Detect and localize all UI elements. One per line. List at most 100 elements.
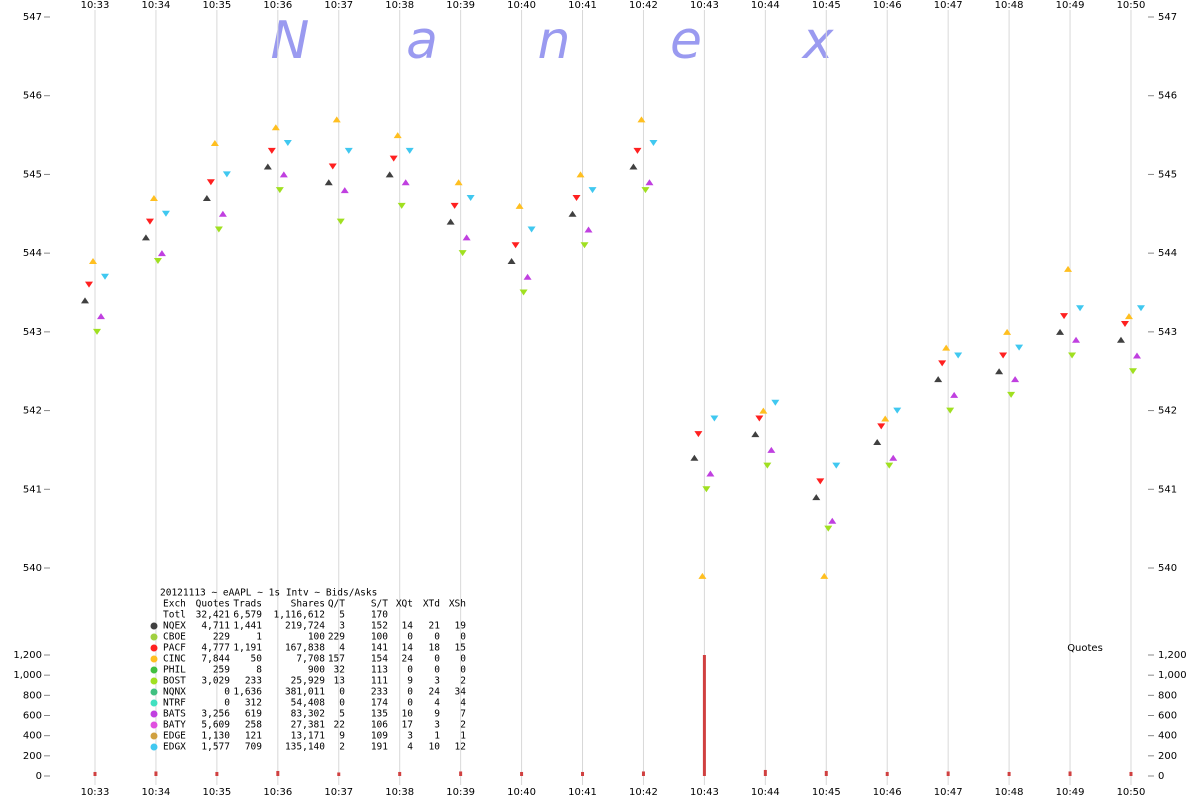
table-cell: 229	[213, 632, 230, 643]
quote-marker	[81, 297, 89, 304]
table-cell: 2	[339, 742, 345, 753]
table-cell: 0	[460, 665, 466, 676]
y-tick-label: 542	[23, 406, 42, 417]
table-cell: 9	[407, 676, 413, 687]
quote-marker	[580, 242, 589, 249]
table-cell: 0	[407, 698, 413, 709]
y-tick-label-right: 541	[1158, 484, 1177, 495]
table-cell: NQNX	[163, 687, 186, 698]
quote-marker	[1076, 305, 1085, 312]
y-tick-label: 600	[23, 711, 42, 722]
quote-marker	[873, 439, 882, 446]
quote-marker	[271, 124, 280, 131]
quote-marker	[694, 431, 703, 438]
quote-marker	[763, 462, 772, 469]
bar	[93, 771, 97, 776]
y-tick-label: 400	[23, 731, 42, 742]
quote-marker	[999, 352, 1008, 359]
quote-marker	[690, 454, 699, 461]
x-tick-label: 10:49	[1056, 787, 1085, 798]
watermark-letter: x	[801, 11, 835, 71]
table-cell: 54,408	[291, 698, 326, 709]
quote-marker	[1120, 320, 1129, 327]
y-tick-label: 1,000	[13, 670, 42, 681]
table-cell: 83,302	[291, 709, 325, 720]
table-cell: BATS	[163, 709, 186, 720]
table-cell: 229	[328, 632, 345, 643]
quote-marker	[222, 171, 231, 178]
quote-marker	[893, 407, 902, 414]
x-tick-label: 10:44	[751, 787, 780, 798]
table-cell: 0	[434, 632, 440, 643]
table-cell: 24	[402, 654, 414, 665]
quote-marker	[877, 423, 886, 430]
quote-marker	[462, 234, 471, 241]
quote-marker	[389, 155, 398, 162]
quote-marker	[101, 273, 109, 280]
y-tick-label: 200	[23, 751, 42, 762]
table-cell: 0	[407, 665, 413, 676]
x-tick-label: 10:48	[995, 787, 1024, 798]
table-cell: 100	[308, 632, 325, 643]
table-cell: 233	[245, 676, 262, 687]
quote-marker	[1068, 352, 1077, 359]
x-tick-label: 10:45	[812, 787, 841, 798]
quote-marker	[881, 415, 890, 422]
quote-marker	[450, 202, 459, 209]
table-cell: 1,577	[201, 742, 230, 753]
table-cell: Quotes	[196, 599, 230, 610]
table-cell: 3	[407, 731, 413, 742]
quote-marker	[97, 313, 105, 320]
legend-marker	[150, 677, 158, 685]
quote-marker	[942, 344, 951, 351]
quote-marker	[1072, 336, 1081, 343]
x-tick-label: 10:42	[629, 0, 658, 11]
x-tick-label: 10:41	[568, 787, 597, 798]
table-cell: 9	[339, 731, 345, 742]
watermark-letter: a	[406, 11, 438, 71]
table-cell: 167,838	[285, 643, 325, 654]
quote-marker	[637, 116, 646, 123]
table-cell: 0	[460, 654, 466, 665]
legend-marker	[150, 732, 158, 740]
table-cell: 18	[429, 643, 441, 654]
bar	[641, 771, 645, 776]
x-tick-label: 10:38	[385, 787, 414, 798]
table-cell: 1,130	[201, 731, 230, 742]
quote-marker	[1136, 305, 1145, 312]
table-cell: 219,724	[285, 621, 325, 632]
x-tick-label: 10:36	[263, 0, 292, 11]
y-tick-label: 541	[23, 484, 42, 495]
x-tick-label: 10:44	[751, 0, 780, 11]
bar	[885, 771, 889, 776]
quote-marker	[145, 218, 154, 225]
quote-marker	[771, 399, 780, 406]
quote-marker	[458, 250, 467, 257]
table-cell: S/T	[371, 599, 388, 610]
table-cell: 32	[334, 665, 345, 676]
table-cell: 3	[339, 621, 345, 632]
quote-marker	[832, 462, 841, 469]
quote-marker	[1056, 328, 1065, 335]
y-tick-label-right: 0	[1158, 771, 1164, 782]
quote-marker	[523, 273, 532, 280]
quote-marker	[401, 179, 410, 186]
quote-marker	[149, 195, 158, 202]
table-cell: CINC	[163, 654, 186, 665]
quote-marker	[1015, 344, 1024, 351]
y-tick-label-right: 546	[1158, 91, 1177, 102]
table-cell: Totl	[163, 610, 186, 621]
table-cell: 1,116,612	[274, 610, 325, 621]
quote-marker	[214, 226, 223, 233]
y-tick-label-right: 800	[1158, 690, 1177, 701]
table-cell: 50	[251, 654, 263, 665]
table-cell: 157	[328, 654, 345, 665]
x-tick-label: 10:34	[142, 0, 171, 11]
table-cell: 109	[371, 731, 388, 742]
y-tick-label: 0	[36, 771, 42, 782]
quote-marker	[755, 415, 764, 422]
table-cell: 1,191	[233, 643, 262, 654]
quote-marker	[885, 462, 894, 469]
bar	[1068, 771, 1072, 776]
